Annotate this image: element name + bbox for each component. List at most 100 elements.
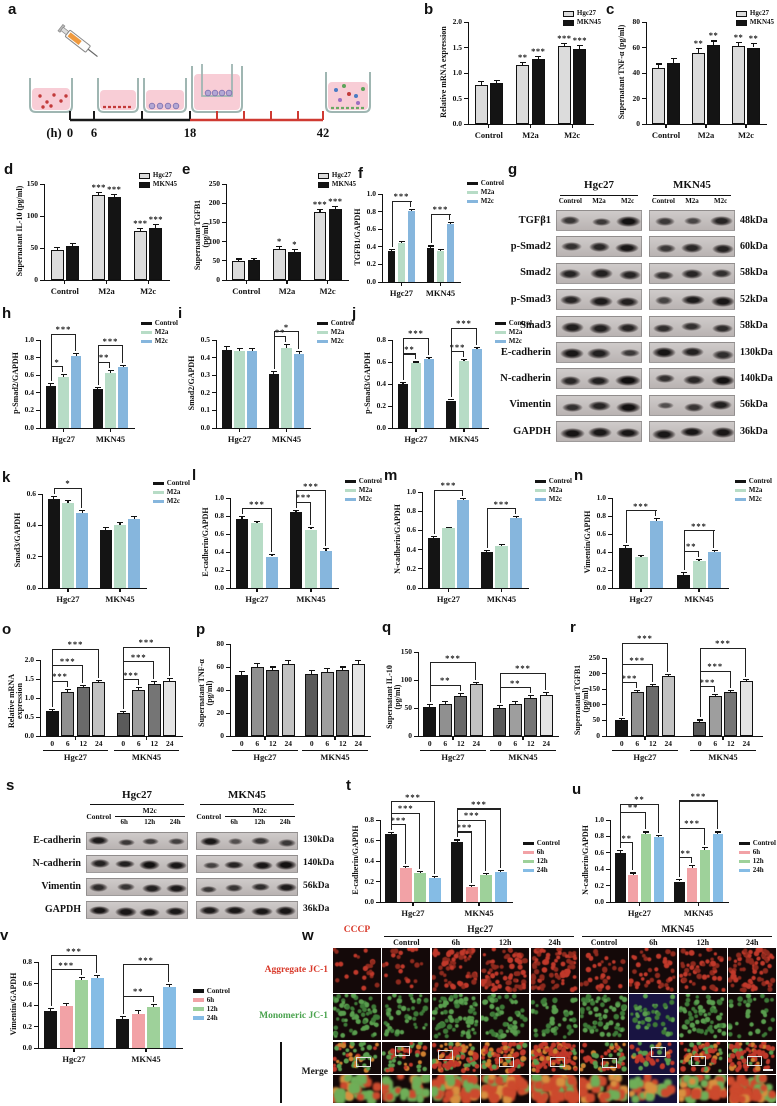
bar	[446, 223, 455, 282]
blot-band	[681, 269, 704, 280]
error-bar-cap	[323, 548, 329, 550]
blot-band	[651, 347, 676, 359]
bar	[247, 351, 258, 428]
error-bar-cap	[285, 659, 292, 661]
legend-swatch	[522, 859, 534, 864]
legend-label: Hgc27	[152, 171, 172, 179]
bar	[699, 849, 710, 902]
error-bar-cap	[95, 679, 102, 681]
legend-label: MKN45	[331, 180, 356, 188]
timepoint-18: 18	[184, 126, 197, 140]
y-tick-label: 0.2	[376, 401, 386, 410]
blot-band	[89, 859, 110, 868]
x-group-label: Hgc27	[253, 752, 277, 762]
x-tick	[73, 1048, 75, 1052]
timepoint-column-label: 12h	[498, 937, 512, 947]
error-bar	[53, 495, 55, 499]
chart-ecad-time: 0.0 0.2 0.4 0.6 0.8 E-cadherin/GAPDH Hgc27 MKN4…	[350, 792, 560, 926]
bar	[50, 249, 64, 280]
bracket-line	[296, 490, 326, 492]
blot-band	[682, 375, 705, 385]
error-bar-cap	[47, 1008, 54, 1010]
significance-stars: **	[98, 352, 110, 363]
mic-image-monomeric-jc1	[333, 994, 381, 1040]
x-tick	[529, 124, 532, 128]
time-unit-label: (h)	[46, 126, 61, 140]
bar	[630, 692, 644, 736]
bracket-line	[499, 672, 547, 674]
blot-band	[655, 216, 675, 226]
bar	[458, 360, 470, 428]
blot-lane-label: M2a	[592, 197, 606, 205]
blot-timepoint-label: 12h	[144, 818, 156, 826]
chart-vim-time: 0.0 0.2 0.4 0.6 0.8 Vimentin/GAPDH Hgc27 MKN45 *…	[8, 940, 230, 1072]
legend-item: M2a	[534, 486, 572, 494]
panel-label-q: q	[382, 619, 392, 636]
bracket-drop	[50, 333, 52, 382]
error-bar-cap	[714, 831, 721, 833]
y-tick-label: 1.0	[214, 493, 224, 502]
legend-label: M2c	[330, 337, 344, 345]
bar	[234, 351, 245, 428]
error-bar-cap	[135, 1010, 142, 1012]
legend-label: M2c	[480, 197, 494, 205]
y-tick	[222, 241, 226, 243]
error-bar	[153, 1003, 155, 1008]
error-bar-cap	[94, 974, 101, 976]
x-tick	[698, 588, 700, 592]
bar	[99, 530, 112, 588]
x-tick	[665, 124, 667, 128]
x-tick	[238, 428, 241, 432]
bracket-line	[620, 811, 646, 814]
bracket-drop	[621, 642, 623, 716]
legend-swatch	[192, 989, 204, 993]
western-blot-timecourse: Hgc27 Control M2c 6h 12h 24h MKN45 Control M2c 6h…	[14, 788, 344, 926]
mic-image-merge	[431, 1042, 480, 1074]
legend-swatch	[466, 190, 478, 195]
legend-label: 6h	[206, 995, 215, 1004]
x-group-label: Hgc27	[245, 594, 269, 604]
significance-stars: ***	[684, 818, 700, 829]
blot-band	[654, 374, 676, 384]
x-axis	[612, 588, 729, 590]
bracket-drop	[683, 530, 685, 571]
error-bar	[98, 679, 100, 683]
x-bar-label: 24	[95, 739, 103, 748]
x-group-label: MKN45	[95, 434, 126, 444]
y-tick-label: 1.0	[596, 493, 606, 502]
legend-swatch	[140, 339, 152, 344]
blot-membrane	[649, 315, 735, 337]
error-bar-cap	[64, 688, 71, 690]
error-bar-cap	[291, 249, 298, 251]
legend-label: M2a	[548, 486, 563, 494]
y-tick	[222, 202, 226, 204]
error-bar-cap	[324, 667, 331, 669]
y-axis	[40, 340, 42, 428]
x-tick	[640, 588, 642, 592]
bracket-drop	[485, 819, 487, 872]
blot-band	[227, 838, 244, 845]
mic-image-merge	[728, 1042, 777, 1074]
y-tick-label: 0.0	[22, 1043, 32, 1052]
y-tick-label: 0.3	[200, 370, 210, 380]
x-group-label: Hgc27	[63, 752, 88, 762]
blot-group-underline	[200, 804, 294, 806]
bracket-drop	[430, 213, 432, 244]
blot-band	[616, 296, 640, 308]
error-bar	[98, 191, 100, 195]
error-bar-cap	[317, 209, 323, 211]
roi-box	[549, 1056, 565, 1067]
y-tick	[40, 247, 44, 249]
legend-swatch	[140, 321, 152, 326]
significance-stars: **	[686, 541, 697, 552]
cell-line-group-label: MKN45	[661, 925, 695, 935]
bracket-line	[679, 857, 693, 859]
bar	[693, 721, 707, 736]
error-bar-cap	[95, 191, 102, 193]
bar	[615, 852, 626, 902]
monocyte-dots	[38, 93, 68, 109]
y-tick-label: 0.0	[200, 423, 210, 432]
x-group-label: Hgc27	[633, 752, 657, 762]
bar	[265, 556, 279, 588]
blot-band	[275, 883, 297, 893]
